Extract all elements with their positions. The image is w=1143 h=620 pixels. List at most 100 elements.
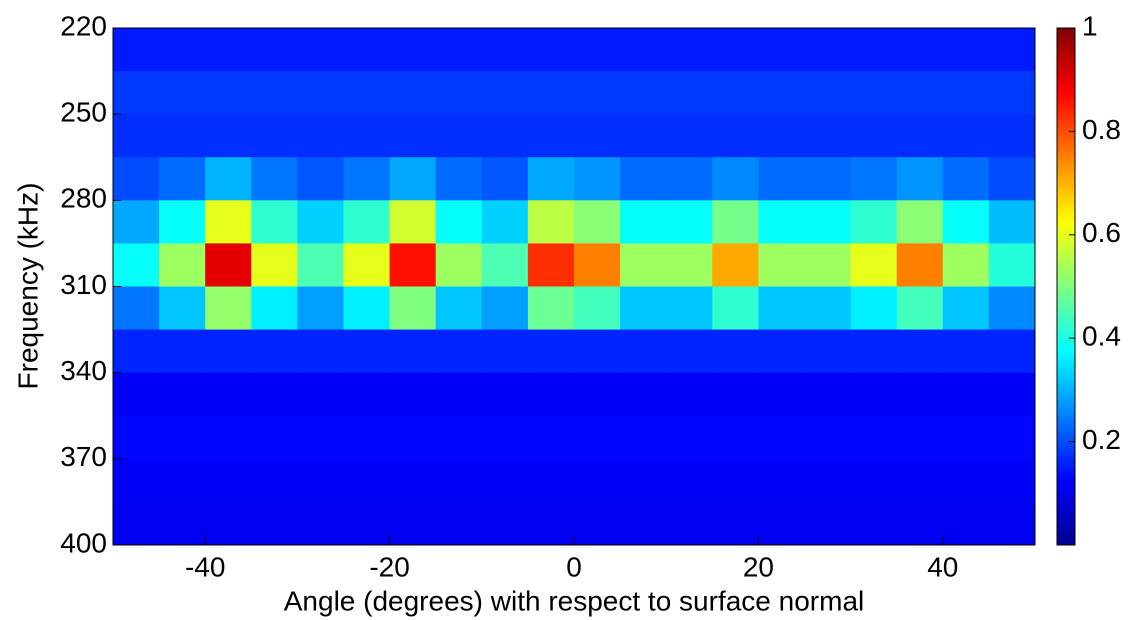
heat-cell <box>942 415 990 460</box>
heat-cell <box>574 372 621 417</box>
heat-cell <box>343 157 391 201</box>
heat-cell <box>896 458 944 503</box>
colorbar-tick-label: 0.2 <box>1082 424 1121 455</box>
heat-cell <box>804 243 852 287</box>
heat-cell <box>758 243 805 287</box>
heat-cell <box>435 458 483 503</box>
heat-cell <box>527 458 575 503</box>
heat-cell <box>896 372 944 417</box>
x-axis-label: Angle (degrees) with respect to surface … <box>284 585 865 616</box>
heat-cell <box>896 200 944 244</box>
heat-cell <box>251 415 298 460</box>
heat-cell <box>620 286 667 331</box>
heat-cell <box>251 286 298 331</box>
heat-cell <box>574 243 621 287</box>
heat-cell <box>297 71 344 115</box>
heat-cell <box>159 458 206 503</box>
heat-cell <box>251 114 298 158</box>
heat-cell <box>804 114 852 158</box>
heat-cell <box>205 200 252 244</box>
heat-cell <box>666 415 713 460</box>
heat-cell <box>389 286 437 331</box>
heat-cell <box>574 286 621 331</box>
heat-cell <box>205 458 252 503</box>
heat-cell <box>113 501 160 546</box>
heat-cell <box>574 28 621 72</box>
heat-cell <box>205 501 252 546</box>
heat-cell <box>159 501 206 546</box>
heat-cell <box>205 415 252 460</box>
heat-cell <box>988 458 1036 503</box>
heat-cell <box>435 200 483 244</box>
heat-cell <box>113 329 160 374</box>
heat-cell <box>712 501 759 546</box>
heat-cell <box>159 28 206 72</box>
heat-cell <box>205 286 252 331</box>
heat-cell <box>205 71 252 115</box>
heat-cell <box>942 286 990 331</box>
colorbar-tick-label: 0.4 <box>1082 321 1121 352</box>
heat-cell <box>712 114 759 158</box>
heat-cell <box>527 28 575 72</box>
y-tick-label: 310 <box>60 269 107 300</box>
heat-cell <box>113 415 160 460</box>
heat-cell <box>389 157 437 201</box>
heat-cell <box>389 501 437 546</box>
x-tick-label: -40 <box>185 551 225 582</box>
heat-cell <box>804 28 852 72</box>
heat-cell <box>435 71 483 115</box>
heat-cell <box>666 372 713 417</box>
x-tick-label: 40 <box>927 551 958 582</box>
heat-cell <box>896 329 944 374</box>
heat-cell <box>251 501 298 546</box>
heat-cell <box>113 71 160 115</box>
x-tick-label: 20 <box>743 551 774 582</box>
heat-cell <box>251 329 298 374</box>
colorbar-tick-label: 0.6 <box>1082 217 1121 248</box>
heat-cell <box>343 372 391 417</box>
heat-cell <box>251 458 298 503</box>
heat-cell <box>988 243 1036 287</box>
heat-cell <box>712 458 759 503</box>
heat-cell <box>712 286 759 331</box>
heat-cell <box>251 372 298 417</box>
heat-cell <box>113 372 160 417</box>
heat-cell <box>159 372 206 417</box>
heat-cell <box>574 157 621 201</box>
heat-cell <box>343 243 391 287</box>
heat-cell <box>620 501 667 546</box>
heat-cell <box>527 114 575 158</box>
heat-cell <box>574 329 621 374</box>
heat-cell <box>758 458 805 503</box>
heat-cell <box>435 243 483 287</box>
heat-cell <box>481 286 529 331</box>
heat-cell <box>666 329 713 374</box>
heat-cell <box>804 372 852 417</box>
heat-cell <box>666 28 713 72</box>
heat-cell <box>620 114 667 158</box>
heat-cell <box>666 157 713 201</box>
heat-cell <box>389 243 437 287</box>
heat-cell <box>527 286 575 331</box>
heat-cell <box>435 114 483 158</box>
heat-cell <box>389 71 437 115</box>
y-axis-label: Frequency (kHz) <box>12 183 43 390</box>
heat-cell <box>850 114 898 158</box>
heat-cell <box>205 372 252 417</box>
heat-cell <box>435 286 483 331</box>
heat-cell <box>804 157 852 201</box>
heat-cell <box>666 458 713 503</box>
heat-cell <box>343 71 391 115</box>
heat-cell <box>574 415 621 460</box>
heat-cell <box>527 372 575 417</box>
heat-cell <box>297 157 344 201</box>
heat-cell <box>389 200 437 244</box>
heat-cell <box>942 157 990 201</box>
heat-cell <box>389 372 437 417</box>
heat-cell <box>620 458 667 503</box>
heat-cell <box>896 28 944 72</box>
heat-cell <box>574 114 621 158</box>
heat-cell <box>850 286 898 331</box>
heat-cell <box>481 415 529 460</box>
